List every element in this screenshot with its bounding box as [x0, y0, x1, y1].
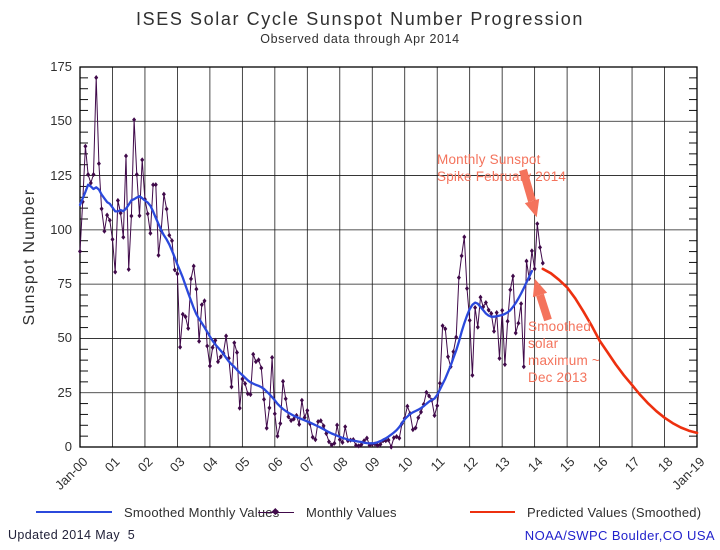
series-line-predicted-values-smoothed-	[541, 267, 699, 435]
legend-label: Smoothed Monthly Values	[124, 504, 280, 520]
y-tick-label: 150	[50, 113, 72, 129]
annotation-monthly-spike: Monthly Sunspot Spike February 2014	[437, 151, 566, 185]
chart-title: ISES Solar Cycle Sunspot Number Progress…	[136, 9, 584, 29]
max-arrow-head-icon	[532, 278, 548, 298]
legend-label: Predicted Values (Smoothed)	[527, 504, 702, 520]
legend-item-smoothed: Smoothed Monthly Values	[36, 503, 279, 521]
annotation-line: Smoothed	[528, 319, 592, 334]
marker-dot-icon	[272, 508, 279, 515]
series-line-smoothed-monthly-values	[78, 183, 534, 445]
y-tick-label: 0	[64, 439, 72, 454]
series-markers-monthly	[78, 75, 545, 450]
credit-noaa-swpc: NOAA/SWPC Boulder,CO USA	[524, 528, 715, 543]
max-arrow-shaft	[536, 293, 552, 322]
y-axis-title: Sunspot Number	[21, 188, 38, 326]
series-line-monthly-values	[79, 77, 544, 448]
spike-arrow-shaft	[519, 168, 536, 203]
smoothed-line-sample	[36, 511, 112, 513]
spike-arrow-head-icon	[524, 198, 540, 218]
plot-area: Monthly Sunspot Spike February 2014 Smoo…	[50, 59, 707, 493]
annotation-line: maximum ~	[528, 353, 600, 368]
y-tick-label: 25	[57, 384, 72, 400]
y-tick-label: 125	[50, 167, 72, 183]
y-tick-label: 50	[57, 330, 72, 346]
updated-date: Updated 2014 May 5	[8, 528, 136, 542]
annotation-line: Spike February 2014	[437, 169, 567, 184]
y-tick-label: 75	[57, 276, 72, 292]
annotation-line: Monthly Sunspot	[437, 152, 541, 167]
monthly-line-sample	[258, 508, 294, 515]
plot-svg	[78, 66, 699, 450]
chart-subtitle: Observed data through Apr 2014	[260, 32, 460, 46]
annotation-line: solar	[528, 336, 559, 351]
annotation-line: Dec 2013	[528, 370, 588, 385]
plot-border	[79, 66, 698, 448]
legend-item-monthly: Monthly Values	[258, 503, 397, 521]
predicted-line-sample	[470, 511, 515, 513]
y-tick-label: 175	[50, 59, 72, 74]
legend-item-predicted: Predicted Values (Smoothed)	[470, 503, 701, 521]
legend-label: Monthly Values	[306, 504, 397, 520]
y-tick-label: 100	[50, 221, 72, 237]
annotation-smoothed-max: Smoothed solar maximum ~ Dec 2013	[528, 318, 600, 386]
